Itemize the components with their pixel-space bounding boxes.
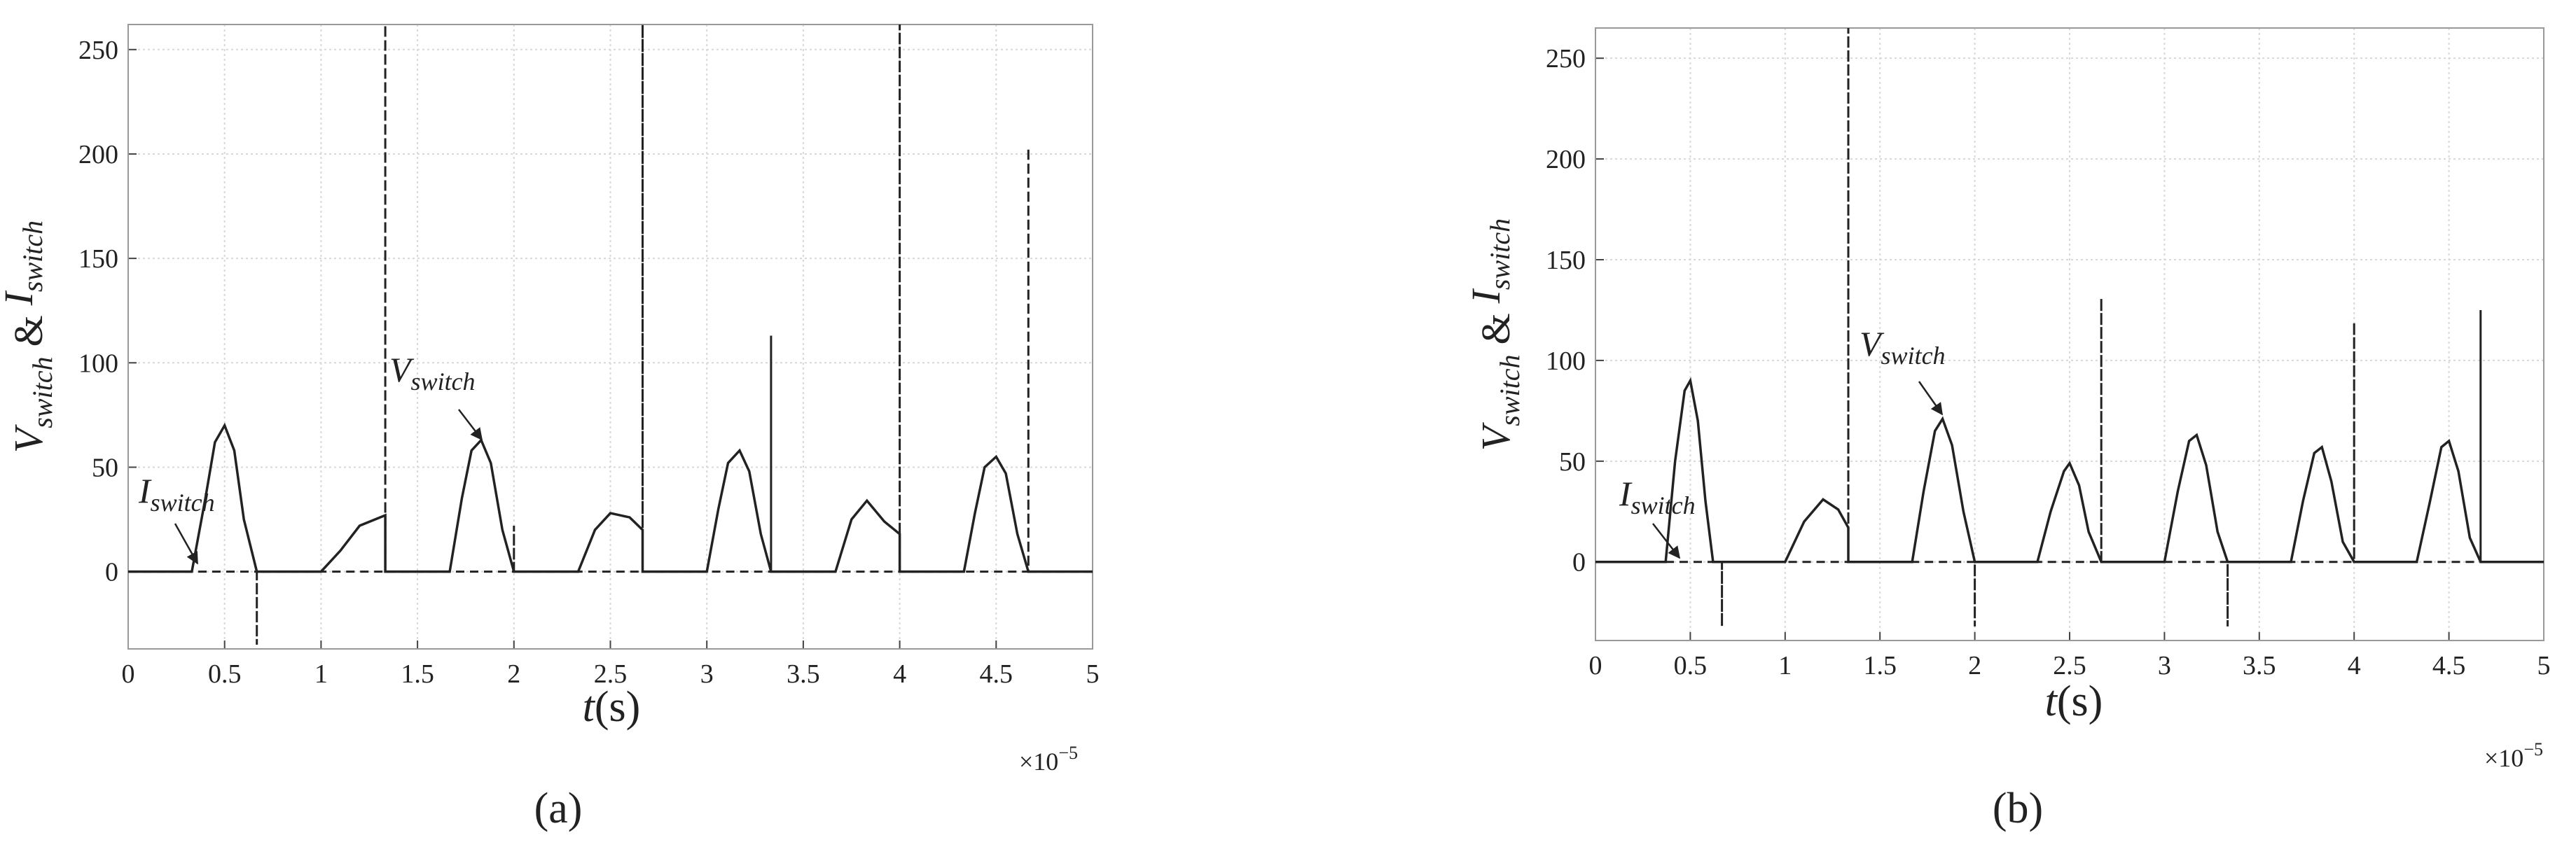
x-label-var: t xyxy=(2045,678,2058,725)
x-tick-label: 3 xyxy=(2158,651,2171,680)
annotation-main: I xyxy=(138,471,152,510)
annotation: Iswitch xyxy=(1619,474,1696,519)
series-line xyxy=(1595,377,2544,564)
y-tick-label: 0 xyxy=(1572,548,1586,578)
plot-frame xyxy=(127,24,1093,650)
x-multiplier: ×10−5 xyxy=(1019,743,1078,776)
x-tick-label: 0.5 xyxy=(208,659,242,689)
y-label-part: I xyxy=(0,290,41,306)
x-tick-label: 2 xyxy=(507,659,520,689)
series-line xyxy=(1595,28,2544,626)
annotation: Iswitch xyxy=(138,471,215,517)
y-tick-label: 150 xyxy=(78,244,118,274)
y-tick-label: 50 xyxy=(1559,447,1586,477)
x-tick-label: 4.5 xyxy=(980,659,1013,689)
y-label-part: V xyxy=(1473,421,1518,451)
x-tick-label: 2 xyxy=(1968,651,1981,680)
annotation-sub: switch xyxy=(151,489,215,517)
y-label-part: & xyxy=(6,315,51,346)
x-tick-label: 1 xyxy=(1778,651,1792,680)
x-tick-label: 2.5 xyxy=(594,659,628,689)
y-tick-label: 150 xyxy=(1546,246,1586,275)
series-line xyxy=(128,24,1093,645)
y-label-part: switch xyxy=(1484,218,1516,290)
x-tick-label: 3 xyxy=(700,659,714,689)
panel-caption: (a) xyxy=(534,785,583,832)
multiplier-base: ×10 xyxy=(2484,744,2523,772)
y-label-part: V xyxy=(6,424,51,453)
x-axis-label: t(s) xyxy=(2045,678,2103,725)
annotation-arrow xyxy=(1652,523,1681,559)
y-tick-label: 50 xyxy=(92,453,118,482)
y-label-part: & xyxy=(1473,313,1518,344)
x-tick-label: 1.5 xyxy=(1863,651,1897,680)
annotation-arrow xyxy=(458,409,483,441)
chart-panel: 0 0.5 1 1.5 2 2.5 3 3.5 4 4.5 5050100150200250Vswi… xyxy=(0,24,1100,832)
y-tick-label: 0 xyxy=(105,558,118,587)
multiplier-exponent: −5 xyxy=(1058,743,1078,763)
annotation-sub: switch xyxy=(411,368,476,396)
y-axis-label: Vswitch & Iswitch xyxy=(0,220,58,453)
y-axis-label: Vswitch & Iswitch xyxy=(1463,218,1525,451)
multiplier-exponent: −5 xyxy=(2523,739,2543,760)
y-label-part: switch xyxy=(1494,355,1525,426)
x-axis-label: t(s) xyxy=(583,683,641,731)
annotation-sub: switch xyxy=(1631,491,1696,519)
y-tick-label: 100 xyxy=(78,349,118,378)
annotation-main: I xyxy=(1619,474,1633,513)
series-line xyxy=(128,422,1093,573)
x-label-var: t xyxy=(583,683,596,731)
y-tick-label: 250 xyxy=(1546,44,1586,74)
panel-caption: (b) xyxy=(1993,785,2043,832)
x-label-unit: (s) xyxy=(595,683,640,731)
x-tick-label: 3.5 xyxy=(787,659,820,689)
annotation-arrow xyxy=(1918,381,1944,416)
y-label-part: switch xyxy=(27,357,58,428)
x-tick-label: 4.5 xyxy=(2432,651,2466,680)
chart-panel: 0 0.5 1 1.5 2 2.5 3 3.5 4 4.5 5050100150200250Vswi… xyxy=(1463,27,2551,832)
x-tick-label: 2.5 xyxy=(2053,651,2086,680)
x-tick-label: 0.5 xyxy=(1674,651,1708,680)
x-tick-label: 5 xyxy=(2537,651,2551,680)
x-multiplier: ×10−5 xyxy=(2484,739,2543,772)
y-label-part: switch xyxy=(17,220,48,292)
x-tick-label: 5 xyxy=(1086,659,1100,689)
multiplier-base: ×10 xyxy=(1019,748,1058,776)
y-label-part: I xyxy=(1463,288,1509,304)
annotation-arrow xyxy=(174,523,199,565)
y-tick-label: 200 xyxy=(78,140,118,169)
x-tick-label: 0 xyxy=(122,659,135,689)
x-tick-label: 1 xyxy=(314,659,328,689)
x-tick-label: 4 xyxy=(893,659,906,689)
x-tick-label: 3.5 xyxy=(2243,651,2276,680)
annotation-main: V xyxy=(1860,324,1885,363)
annotation-main: V xyxy=(389,350,415,389)
y-tick-label: 100 xyxy=(1546,346,1586,376)
x-tick-label: 0 xyxy=(1589,651,1602,680)
x-tick-label: 4 xyxy=(2348,651,2361,680)
y-tick-label: 200 xyxy=(1546,145,1586,174)
annotation: Vswitch xyxy=(1860,324,1946,370)
annotation-sub: switch xyxy=(1881,342,1946,370)
x-label-unit: (s) xyxy=(2057,678,2103,725)
plot-frame xyxy=(1595,27,2544,641)
y-tick-label: 250 xyxy=(78,36,118,65)
annotation: Vswitch xyxy=(389,350,476,396)
x-tick-label: 1.5 xyxy=(401,659,434,689)
